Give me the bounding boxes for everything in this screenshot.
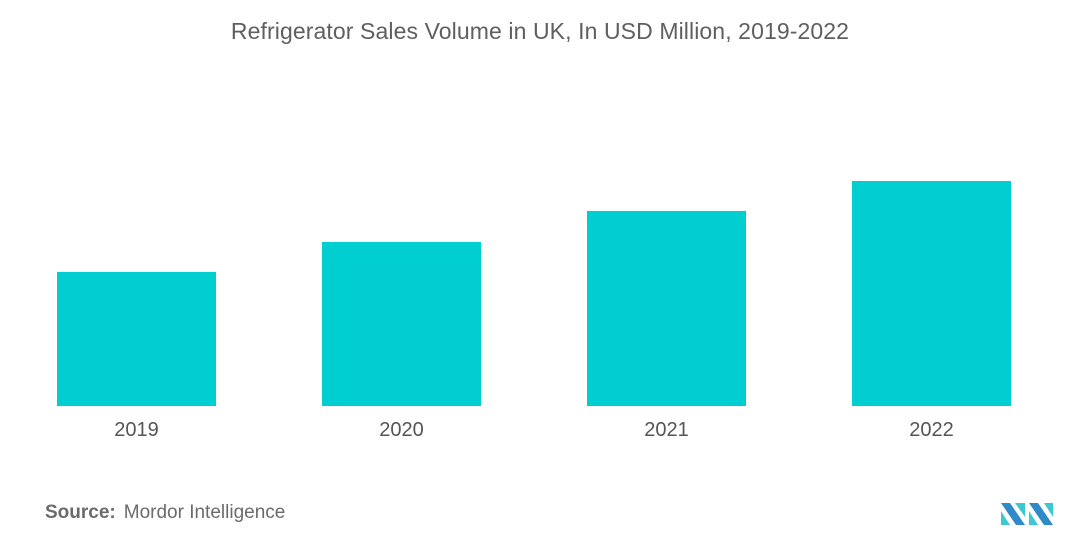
x-tick-label-2020: 2020: [379, 419, 424, 441]
x-tick-label-2022: 2022: [909, 419, 954, 441]
chart-title: Refrigerator Sales Volume in UK, In USD …: [230, 18, 850, 44]
source-note: Source: Mordor Intelligence: [45, 502, 285, 524]
mordor-intelligence-logo-icon: [1001, 503, 1053, 525]
source-label: Source:: [45, 502, 116, 523]
bar-2019: [57, 271, 216, 406]
bar-2022: [852, 181, 1011, 406]
x-tick-label-2019: 2019: [114, 419, 159, 441]
bar-2020: [322, 241, 481, 406]
bar-2021: [587, 210, 746, 406]
source-text: Mordor Intelligence: [123, 502, 286, 523]
bars-group: [57, 181, 1011, 406]
x-tick-labels: 2019 2020 2021 2022: [114, 419, 954, 441]
x-tick-label-2021: 2021: [644, 419, 689, 441]
